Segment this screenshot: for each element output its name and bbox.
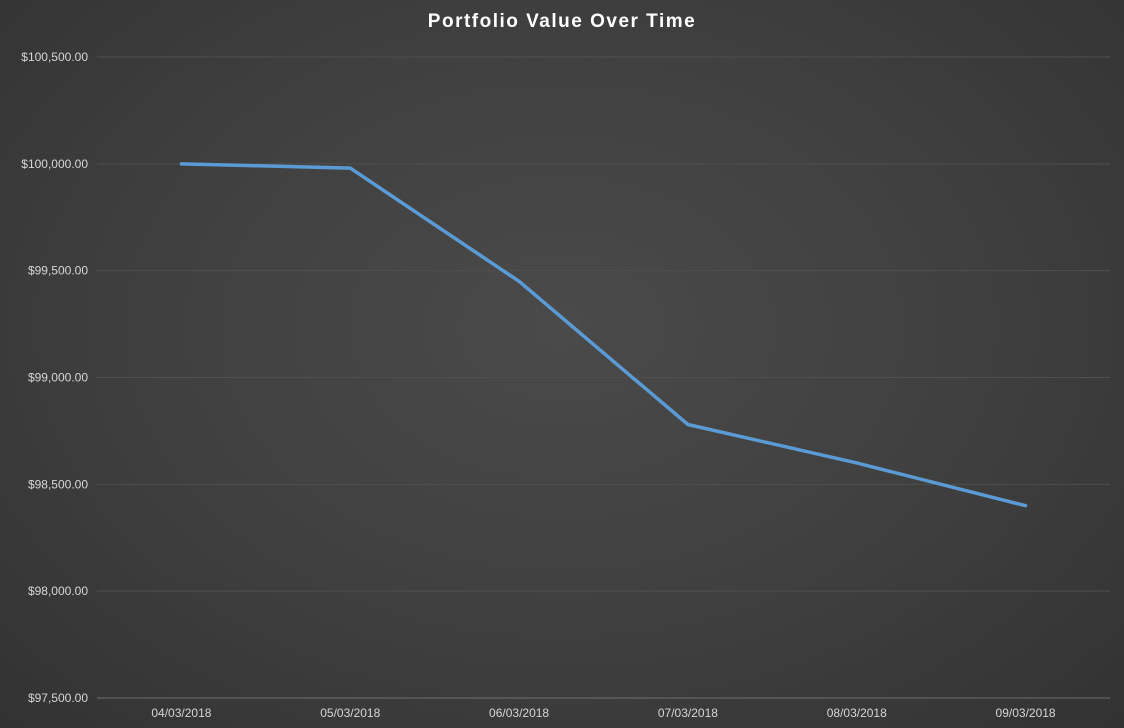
y-axis-tick-label: $100,000.00 [21,157,88,171]
portfolio-value-line [179,162,1028,508]
y-axis-tick-label: $98,000.00 [28,584,88,598]
x-axis-tick-label: 09/03/2018 [996,706,1056,720]
y-axis-tick-label: $97,500.00 [28,691,88,705]
x-axis-tick-label: 05/03/2018 [320,706,380,720]
y-axis-tick-label: $99,500.00 [28,264,88,278]
x-axis-tick-label: 04/03/2018 [151,706,211,720]
x-axis-tick-label: 08/03/2018 [827,706,887,720]
x-axis-tick-label: 07/03/2018 [658,706,718,720]
y-axis-tick-label: $99,000.00 [28,371,88,385]
y-axis-tick-label: $100,500.00 [21,50,88,64]
chart-title: Portfolio Value Over Time [427,11,697,32]
y-axis-tick-label: $98,500.00 [28,477,88,491]
x-axis-tick-label: 06/03/2018 [489,706,549,720]
